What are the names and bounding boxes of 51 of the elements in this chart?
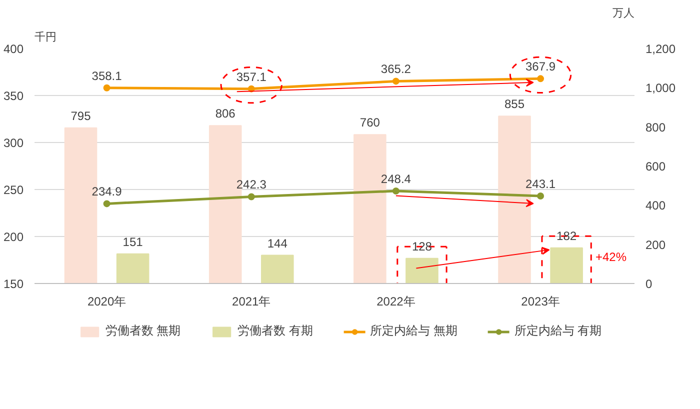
y2-axis-title: 万人: [612, 8, 634, 20]
data-label: 144: [267, 236, 288, 250]
data-label: 357.1: [236, 70, 267, 84]
y-tick-label: 350: [3, 89, 24, 103]
data-label: 234.9: [92, 184, 122, 199]
y2-tick-label: 0: [646, 277, 652, 291]
bar: [260, 254, 294, 284]
y-tick-label: 250: [3, 183, 24, 197]
data-label: 367.9: [526, 60, 556, 74]
data-label: 243.1: [526, 176, 556, 191]
annotation: +42%: [595, 250, 627, 264]
y2-tick-label: 400: [646, 198, 666, 213]
y-tick-label: 400: [3, 42, 24, 56]
data-label: 128: [412, 239, 432, 254]
y2-tick-label: 1,200: [646, 42, 676, 56]
point: [103, 84, 110, 92]
data-label: 182: [556, 228, 577, 243]
point: [537, 192, 544, 200]
y2-tick-label: 600: [646, 160, 666, 174]
data-label: 358.1: [92, 68, 122, 83]
bar: [550, 247, 583, 284]
x-tick-label: 2022年: [376, 294, 416, 308]
data-label: 806: [215, 106, 236, 121]
y-tick-label: 300: [3, 136, 24, 150]
point: [392, 188, 400, 194]
legend-label: 所定内給与 無期: [370, 322, 458, 340]
legend-label: 所定内給与 有期: [514, 322, 602, 340]
data-label: 248.4: [380, 172, 412, 186]
data-label: 242.3: [236, 178, 267, 192]
y-axis-title: 千円: [34, 30, 56, 44]
x-tick-label: 2021年: [232, 294, 271, 308]
legend-label: 労働者数 無期: [105, 322, 181, 340]
y-tick-label: 200: [3, 230, 24, 244]
legend-label: 労働者数 有期: [238, 322, 313, 340]
point: [248, 193, 255, 200]
point: [537, 75, 544, 82]
data-label: 795: [70, 108, 92, 123]
y2-tick-label: 200: [646, 238, 666, 252]
bar: [116, 253, 150, 284]
x-tick-label: 2020年: [87, 294, 126, 308]
data-label: 365.2: [380, 62, 412, 76]
y-tick-label: 150: [3, 277, 24, 291]
y2-tick-label: 1,000: [646, 81, 676, 96]
bar: [406, 258, 438, 284]
point: [392, 78, 400, 85]
data-label: 855: [504, 97, 525, 112]
y2-tick-label: 800: [646, 120, 666, 134]
point: [103, 200, 110, 208]
x-tick-label: 2023年: [521, 294, 560, 308]
data-label: 760: [360, 116, 380, 130]
data-label: 151: [122, 234, 144, 249]
